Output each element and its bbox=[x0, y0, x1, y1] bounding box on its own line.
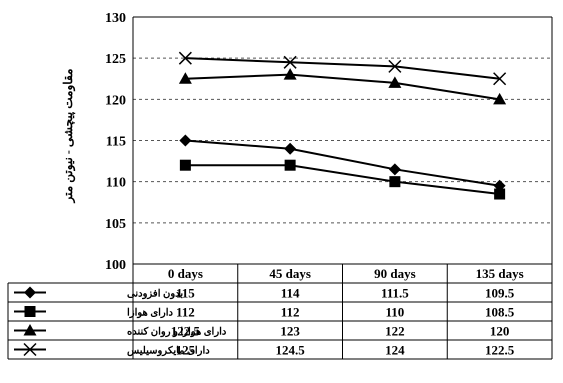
y-tick-label: 130 bbox=[105, 11, 126, 26]
data-table-cell: 122 bbox=[385, 324, 405, 339]
data-point bbox=[179, 134, 192, 147]
y-tick-label: 115 bbox=[106, 135, 126, 150]
data-point bbox=[493, 92, 507, 105]
data-table-cell: 109.5 bbox=[485, 286, 515, 301]
data-point bbox=[388, 76, 402, 88]
legend-key-marker bbox=[23, 324, 37, 336]
x-tick-label: 45 days bbox=[269, 266, 311, 281]
data-table-cell: 112 bbox=[176, 305, 195, 320]
data-point bbox=[389, 176, 401, 188]
data-point bbox=[284, 159, 296, 171]
data-table-cell: 108.5 bbox=[485, 305, 515, 320]
data-point bbox=[493, 72, 507, 86]
y-axis-label: مقاومت پیچشی - نیوتن متر bbox=[61, 69, 76, 204]
data-table-cell: 123 bbox=[280, 324, 300, 339]
x-tick-label: 0 days bbox=[168, 266, 203, 281]
data-table-cell: 115 bbox=[176, 286, 195, 301]
marker-stroke bbox=[493, 72, 507, 86]
legend-key-marker bbox=[24, 306, 36, 317]
data-table-cell: 124.5 bbox=[276, 343, 306, 358]
y-tick-label: 105 bbox=[105, 217, 126, 232]
y-tick-label: 100 bbox=[105, 258, 126, 273]
data-point bbox=[283, 68, 297, 80]
y-tick-label: 110 bbox=[106, 176, 126, 191]
legend-label: دارای هوازا bbox=[127, 308, 174, 319]
legend-label: بدون افزودنی bbox=[127, 289, 183, 300]
data-point bbox=[178, 72, 192, 84]
x-tick-label: 135 days bbox=[476, 266, 524, 281]
data-table-cell: 112 bbox=[281, 305, 300, 320]
legend-label: دارای مایکروسیلیس bbox=[127, 346, 210, 357]
marker-stroke bbox=[283, 55, 297, 69]
legend-key-marker bbox=[23, 342, 37, 357]
data-table-cell: 120 bbox=[490, 324, 510, 339]
data-point bbox=[284, 142, 297, 155]
data-table-cell: 122.5 bbox=[171, 324, 201, 339]
marker-stroke bbox=[178, 51, 192, 65]
data-point bbox=[388, 163, 401, 176]
data-table-cell: 111.5 bbox=[381, 286, 409, 301]
marker-stroke bbox=[388, 59, 402, 73]
legend-key-marker bbox=[24, 286, 36, 299]
data-point bbox=[388, 59, 402, 73]
data-point bbox=[494, 188, 506, 200]
series-line bbox=[185, 73, 500, 101]
marker-stroke bbox=[23, 342, 37, 357]
x-tick-label: 90 days bbox=[374, 266, 416, 281]
legend-label: دارای هوازا و روان کننده bbox=[127, 327, 227, 338]
data-point bbox=[179, 159, 191, 171]
series-line bbox=[185, 57, 500, 80]
y-tick-label: 125 bbox=[105, 52, 126, 67]
data-point bbox=[178, 51, 192, 65]
y-tick-label: 120 bbox=[105, 93, 126, 108]
data-table-cell: 124 bbox=[385, 343, 405, 358]
series-line bbox=[185, 139, 500, 187]
data-table-cell: 122.5 bbox=[485, 343, 515, 358]
data-table-cell: 125 bbox=[176, 343, 196, 358]
data-table-cell: 114 bbox=[281, 286, 300, 301]
data-point bbox=[283, 55, 297, 69]
series-line bbox=[185, 164, 500, 196]
data-table-cell: 110 bbox=[385, 305, 404, 320]
